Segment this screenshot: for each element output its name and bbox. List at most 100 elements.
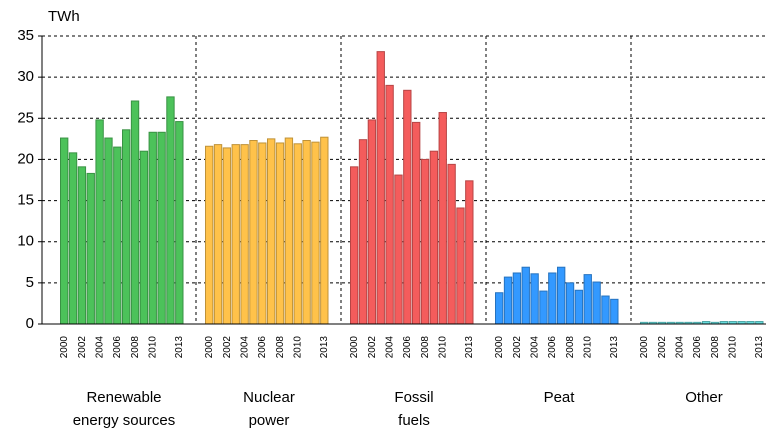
bar <box>438 112 447 325</box>
bar <box>539 290 548 325</box>
bar <box>284 137 294 325</box>
group-label: fuels <box>398 412 430 429</box>
x-tick-label: 2002 <box>367 336 378 359</box>
bar <box>530 273 539 325</box>
x-tick-label: 2013 <box>754 336 765 359</box>
group-label: power <box>249 412 290 429</box>
bar <box>166 96 175 325</box>
x-tick-label: 2000 <box>639 336 650 359</box>
x-tick-label: 2004 <box>239 336 250 359</box>
x-tick-label: 2004 <box>529 336 540 359</box>
bar <box>95 119 104 325</box>
bar <box>139 150 149 325</box>
x-tick-label: 2008 <box>420 336 431 359</box>
x-tick-label: 2010 <box>148 336 159 359</box>
bar <box>521 266 530 325</box>
x-tick-label: 2000 <box>349 336 360 359</box>
y-axis-label: TWh <box>48 8 80 25</box>
x-tick-label: 2006 <box>547 336 558 359</box>
x-tick-label: 2002 <box>657 336 668 359</box>
x-tick-label: 2010 <box>293 336 304 359</box>
y-tick-label: 30 <box>17 68 34 85</box>
bar <box>429 150 439 325</box>
x-tick-label: 2000 <box>204 336 215 359</box>
bar <box>358 139 368 325</box>
bar <box>565 282 575 325</box>
bar <box>77 166 87 325</box>
x-tick-label: 2008 <box>130 336 141 359</box>
bar <box>267 138 276 325</box>
bar <box>293 143 302 325</box>
bar <box>610 298 619 325</box>
bar <box>113 146 122 325</box>
x-tick-label: 2006 <box>112 336 123 359</box>
bar <box>376 51 385 325</box>
bar <box>394 174 403 325</box>
bar <box>86 172 95 325</box>
bar <box>412 121 421 325</box>
bar <box>213 144 223 325</box>
bar <box>465 180 474 325</box>
bar <box>583 274 592 325</box>
bar <box>231 144 240 325</box>
x-tick-label: 2006 <box>257 336 268 359</box>
bar <box>148 131 157 325</box>
bar <box>104 137 113 325</box>
x-tick-label: 2013 <box>174 336 185 359</box>
x-tick-label: 2000 <box>494 336 505 359</box>
x-tick-label: 2008 <box>565 336 576 359</box>
x-tick-label: 2013 <box>319 336 330 359</box>
bar <box>350 166 359 325</box>
y-tick-label: 35 <box>17 27 34 44</box>
bar <box>60 137 69 325</box>
x-tick-label: 2004 <box>384 336 395 359</box>
bar <box>367 119 377 325</box>
bar <box>420 158 430 325</box>
bar <box>175 121 184 325</box>
x-tick-label: 2013 <box>609 336 620 359</box>
x-tick-label: 2008 <box>275 336 286 359</box>
group-label: Nuclear <box>243 389 295 406</box>
y-tick-label: 10 <box>17 233 34 250</box>
group-label: Fossil <box>394 389 433 406</box>
bar <box>512 272 522 325</box>
bar <box>130 100 140 325</box>
bar <box>557 266 566 325</box>
bar <box>205 145 214 325</box>
bar <box>68 152 78 325</box>
bar <box>240 144 249 325</box>
y-tick-label: 5 <box>26 274 34 291</box>
x-tick-label: 2006 <box>402 336 413 359</box>
y-tick-label: 0 <box>26 315 34 332</box>
bar <box>385 84 394 325</box>
y-tick-label: 15 <box>17 192 34 209</box>
bar <box>456 207 465 325</box>
bar <box>222 147 232 325</box>
x-tick-label: 2013 <box>464 336 475 359</box>
bar <box>311 141 320 325</box>
x-tick-label: 2002 <box>222 336 233 359</box>
x-tick-label: 2002 <box>512 336 523 359</box>
bar <box>122 129 131 325</box>
bar <box>574 289 584 325</box>
bar <box>258 142 267 325</box>
group-label: Other <box>685 389 723 406</box>
x-tick-label: 2002 <box>77 336 88 359</box>
bar <box>447 163 456 325</box>
x-tick-label: 2010 <box>728 336 739 359</box>
group-label: energy sources <box>73 412 176 429</box>
y-tick-label: 25 <box>17 109 34 126</box>
x-tick-label: 2000 <box>59 336 70 359</box>
x-tick-label: 2010 <box>583 336 594 359</box>
bar <box>302 140 311 325</box>
bar <box>403 89 412 325</box>
bar <box>601 295 610 325</box>
bar <box>592 281 601 325</box>
y-tick-label: 20 <box>17 150 34 167</box>
bar <box>495 292 504 325</box>
bar <box>320 136 329 325</box>
group-label: Peat <box>544 389 576 406</box>
bar <box>275 142 285 325</box>
x-tick-label: 2008 <box>710 336 721 359</box>
